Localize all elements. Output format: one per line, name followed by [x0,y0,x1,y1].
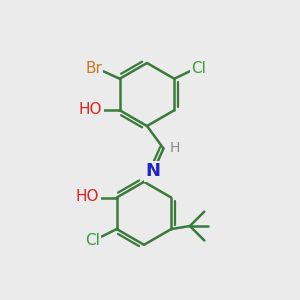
Text: Cl: Cl [191,61,206,76]
Text: Cl: Cl [85,233,100,248]
Text: H: H [170,142,180,155]
Text: HO: HO [76,190,99,205]
Text: N: N [146,162,160,180]
Text: Br: Br [85,61,102,76]
Text: HO: HO [79,102,102,117]
